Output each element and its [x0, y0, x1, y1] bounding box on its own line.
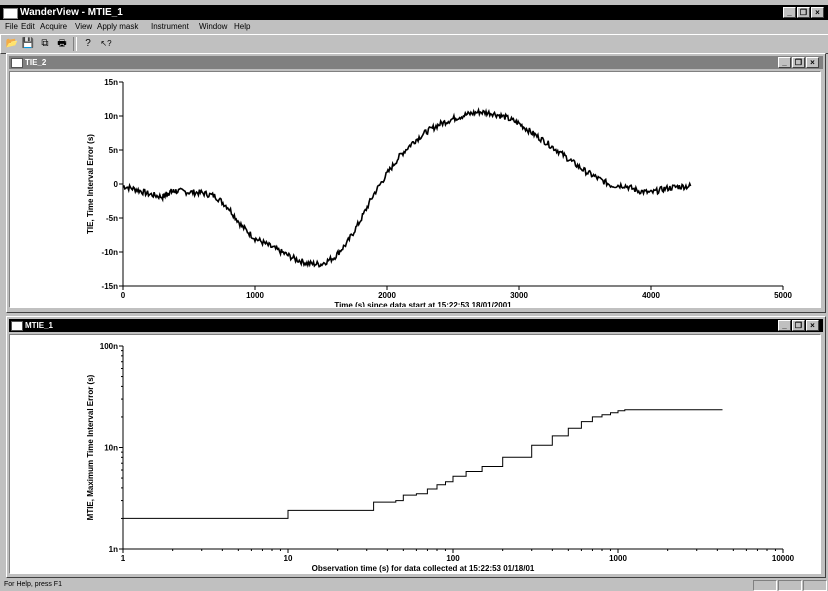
- x-axis-label: Time (s) since data start at 15:22:53 18…: [334, 301, 512, 307]
- status-pane: [778, 580, 802, 591]
- toolbar-separator: [73, 37, 77, 51]
- y-axis-label: MTIE, Maximum Time Interval Error (s): [86, 374, 95, 520]
- x-tick-label: 10: [284, 554, 293, 563]
- open-icon[interactable]: 📂: [5, 38, 19, 49]
- mtie-window-controls: _ ❐ ×: [778, 320, 819, 331]
- menu-apply-mask[interactable]: Apply mask: [97, 22, 139, 31]
- y-axis-label: TIE, Time Interval Error (s): [86, 134, 95, 234]
- menu-bar: File Edit Acquire View Apply mask Instru…: [0, 20, 828, 34]
- mtie-window: MTIE_1 _ ❐ × 100n 10n 1n 1 10 100 1000 10000 Obs…: [6, 316, 826, 578]
- mtie-plot-area: 100n 10n 1n 1 10 100 1000 10000 Observation time…: [9, 334, 821, 574]
- tie-plot-area: 15n 10n 5n 0 -5n -10n -15n 0 1000 2000 3000 4000 500…: [9, 71, 821, 310]
- app-window-controls: _ ❐ ×: [783, 7, 824, 18]
- app-title-bar[interactable]: WanderView - MTIE_1 _ ❐ ×: [0, 5, 828, 20]
- minimize-button[interactable]: _: [778, 57, 791, 68]
- x-tick-label: 10000: [772, 554, 795, 563]
- restore-button[interactable]: ❐: [792, 320, 805, 331]
- menu-window[interactable]: Window: [199, 22, 228, 31]
- status-text: For Help, press F1: [4, 581, 62, 588]
- y-tick-label: 10n: [104, 444, 118, 453]
- app-logo-icon: [3, 8, 18, 19]
- x-tick-label: 100: [446, 554, 460, 563]
- mtie-window-title-bar[interactable]: MTIE_1 _ ❐ ×: [9, 319, 823, 332]
- tie-window-title: TIE_2: [25, 58, 47, 67]
- y-tick-label: 10n: [104, 112, 118, 121]
- close-button[interactable]: ×: [806, 320, 819, 331]
- menu-file[interactable]: File: [5, 22, 18, 31]
- about-icon[interactable]: ?: [85, 38, 91, 49]
- y-tick-label: -5n: [106, 214, 118, 223]
- x-tick-label: 3000: [510, 291, 528, 300]
- x-tick-label: 1000: [246, 291, 264, 300]
- copy-icon[interactable]: ⧉: [41, 38, 49, 49]
- y-tick-label: 0: [114, 180, 119, 189]
- minimize-button[interactable]: _: [778, 320, 791, 331]
- save-icon[interactable]: 💾: [21, 38, 35, 49]
- y-tick-label: -15n: [102, 282, 119, 291]
- mtie-chart: 100n 10n 1n1 10 100 1000 10000 Observation time…: [86, 342, 795, 573]
- x-tick-label: 5000: [774, 291, 792, 300]
- y-tick-label: 15n: [104, 78, 118, 87]
- status-pane: [803, 580, 827, 591]
- x-tick-label: 2000: [378, 291, 396, 300]
- tie-series-line: [122, 106, 692, 268]
- x-axis-label: Observation time (s) for data collected …: [312, 564, 535, 573]
- menu-acquire[interactable]: Acquire: [40, 22, 68, 31]
- mtie-series-line: [123, 409, 723, 519]
- tie-window: TIE_2 _ ❐ × 15n 10n 5n 0 -5n -10n -15n 0 1000 200…: [6, 53, 826, 313]
- toolbar: 📂 💾 ⧉ 🖶 ? ↖?: [0, 34, 828, 54]
- menu-help[interactable]: Help: [234, 22, 251, 31]
- restore-button[interactable]: ❐: [797, 7, 810, 18]
- x-tick-label: 4000: [642, 291, 660, 300]
- x-tick-label: 1000: [609, 554, 627, 563]
- menu-instrument[interactable]: Instrument: [151, 22, 189, 31]
- restore-button[interactable]: ❐: [792, 57, 805, 68]
- y-tick-label: -10n: [102, 248, 119, 257]
- tie-window-title-bar[interactable]: TIE_2 _ ❐ ×: [9, 56, 823, 69]
- context-help-icon[interactable]: ↖?: [100, 39, 112, 48]
- close-button[interactable]: ×: [811, 7, 824, 18]
- chart-window-icon: [11, 58, 23, 68]
- chart-window-icon: [11, 321, 23, 331]
- status-pane: [753, 580, 777, 591]
- menu-edit[interactable]: Edit: [21, 22, 35, 31]
- x-tick-label: 0: [121, 291, 126, 300]
- tie-window-controls: _ ❐ ×: [778, 57, 819, 68]
- close-button[interactable]: ×: [806, 57, 819, 68]
- minimize-button[interactable]: _: [783, 7, 796, 18]
- print-icon[interactable]: 🖶: [57, 38, 67, 49]
- menu-view[interactable]: View: [75, 22, 93, 31]
- y-tick-label: 1n: [109, 545, 118, 554]
- status-bar: For Help, press F1: [0, 579, 828, 591]
- y-tick-label: 5n: [109, 146, 118, 155]
- y-tick-label: 100n: [100, 342, 118, 351]
- mtie-window-title: MTIE_1: [25, 321, 54, 330]
- x-tick-label: 1: [121, 554, 126, 563]
- app-title: WanderView - MTIE_1: [20, 7, 123, 18]
